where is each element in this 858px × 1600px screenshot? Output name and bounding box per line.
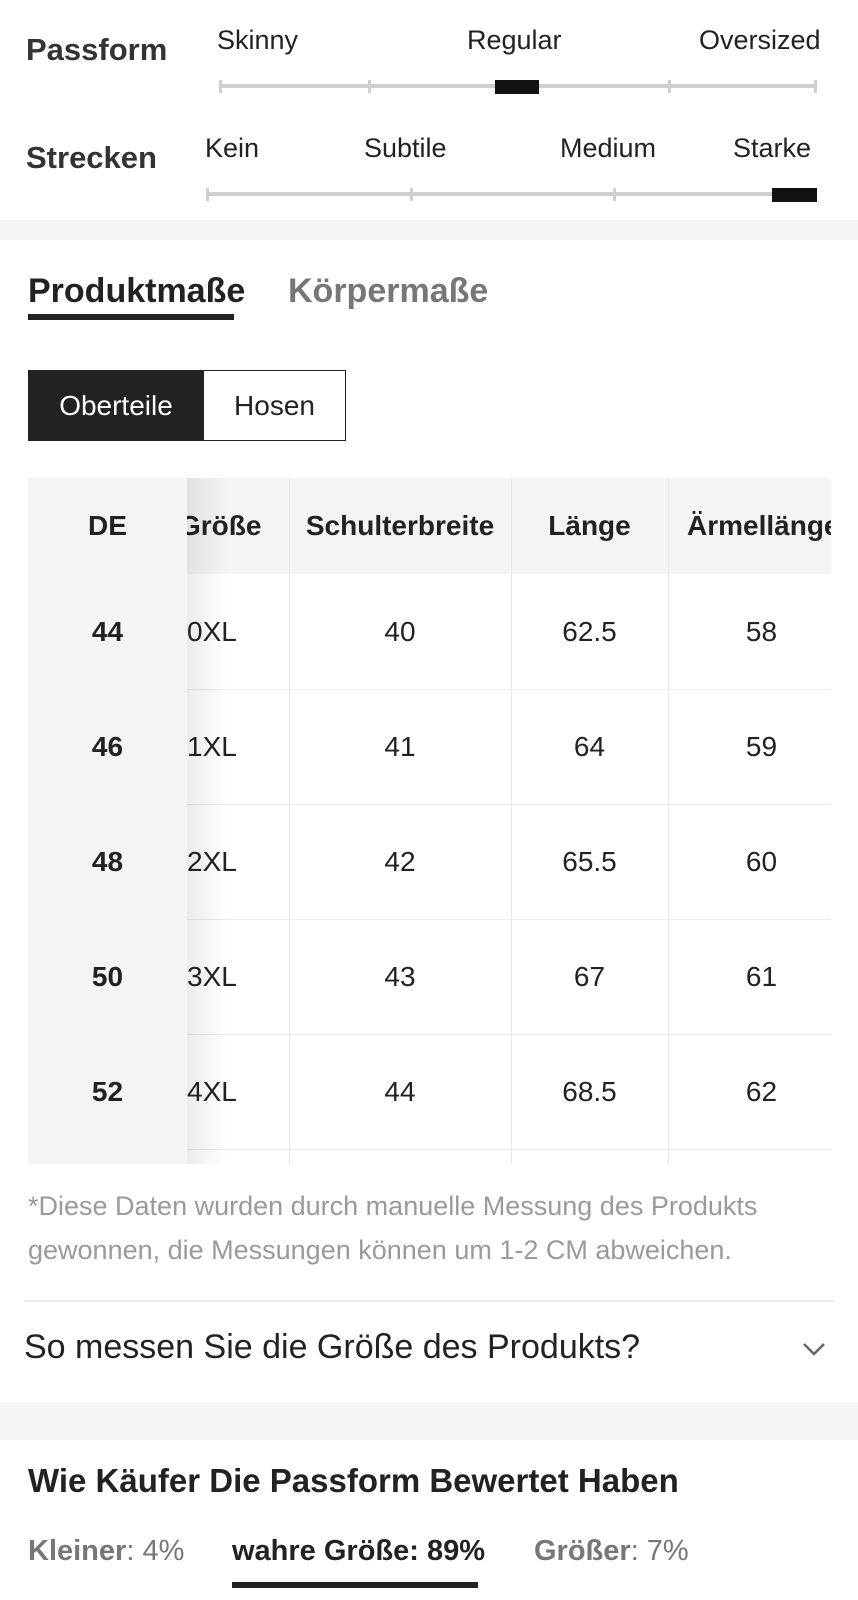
table-cell-shoulder: 42: [384, 845, 416, 877]
table-cell-size: 3XL: [153, 919, 289, 1034]
table-cell-shoulder: 44: [384, 1075, 416, 1107]
divider: [24, 1300, 834, 1302]
table-cell-size: 2XL: [153, 804, 289, 919]
rating-larger[interactable]: Größer: 7%: [534, 1535, 689, 1568]
table-cell-shoulder: 40: [384, 615, 416, 647]
stretch-tick: [613, 188, 616, 201]
tab-product-measurements[interactable]: Produktmaße: [28, 272, 246, 310]
sticky-column-shadow: [187, 478, 227, 1164]
fit-slider: Passform Skinny Regular Oversized: [0, 0, 858, 110]
rating-larger-value: : 7%: [630, 1535, 689, 1567]
table-cell-de: 50: [91, 960, 124, 992]
table-cell-sleeve: 61: [745, 960, 778, 992]
stretch-option-starke[interactable]: Starke: [733, 133, 812, 163]
fit-tick: [668, 80, 671, 93]
rating-smaller-label: Kleiner: [28, 1535, 127, 1567]
table-cell-de: 46: [91, 730, 124, 762]
segment-tops-button[interactable]: Oberteile: [28, 370, 204, 441]
fit-option-oversized[interactable]: Oversized: [699, 25, 821, 55]
grid-line: [187, 919, 831, 920]
table-cell-de: 48: [91, 845, 124, 877]
table-cell-length: 64: [573, 730, 606, 762]
how-to-measure-toggle[interactable]: So messen Sie die Größe des Produkts?: [24, 1328, 641, 1366]
grid-line: [28, 1149, 831, 1150]
tab-active-underline: [28, 314, 234, 320]
table-cell-length: 67: [573, 960, 606, 992]
header-de: DE: [88, 510, 127, 541]
stretch-option-subtile[interactable]: Subtile: [364, 133, 447, 163]
stretch-marker: [772, 188, 817, 202]
grid-line: [289, 478, 290, 1164]
table-cell-size: 1XL: [153, 689, 289, 804]
stretch-option-medium[interactable]: Medium: [560, 133, 657, 163]
segment-pants-button[interactable]: Hosen: [204, 370, 346, 441]
section-separator: [0, 220, 858, 240]
table-cell-sleeve: 60: [745, 845, 778, 877]
stretch-tick: [410, 188, 413, 201]
stretch-slider: Strecken Kein Subtile Medium Starke: [0, 110, 858, 220]
chevron-down-icon[interactable]: [800, 1335, 828, 1363]
rating-smaller-value: : 4%: [126, 1535, 185, 1567]
header-sleeve-length: Ärmellänge: [668, 478, 831, 574]
rating-active-underline: [232, 1582, 478, 1588]
header-shoulder-width: Schulterbreite: [289, 478, 511, 574]
fit-option-skinny[interactable]: Skinny: [217, 25, 299, 55]
fit-tick: [368, 80, 371, 93]
table-cell-de: 44: [91, 615, 124, 647]
table-cell-length: 65.5: [562, 845, 617, 877]
table-cell-sleeve: 59: [745, 730, 778, 762]
rating-true-size-label: wahre Größe: [232, 1535, 410, 1567]
header-length: Länge: [511, 478, 668, 574]
size-table[interactable]: Größe Schulterbreite Länge Ärmellänge 0X…: [28, 478, 831, 1164]
table-cell-sleeve: 62: [745, 1075, 778, 1107]
rating-true-size[interactable]: wahre Größe: 89%: [232, 1535, 485, 1568]
table-cell-size: 0XL: [153, 574, 289, 689]
table-cell-length: 62.5: [562, 615, 617, 647]
rating-true-size-value: : 89%: [409, 1535, 486, 1567]
table-cell-sleeve: 58: [745, 615, 778, 647]
table-cell-size: 4XL: [153, 1034, 289, 1149]
grid-line: [511, 478, 512, 1164]
sticky-de-column: [28, 478, 187, 1164]
grid-line: [668, 478, 669, 1164]
table-cell-shoulder: 41: [384, 730, 416, 762]
stretch-track: [206, 192, 816, 196]
table-cell-de: 52: [91, 1075, 124, 1107]
fit-option-regular[interactable]: Regular: [467, 25, 562, 55]
rating-smaller[interactable]: Kleiner: 4%: [28, 1535, 184, 1568]
grid-line: [187, 804, 831, 805]
stretch-label: Strecken: [26, 140, 157, 175]
grid-line: [187, 1034, 831, 1035]
fit-label: Passform: [26, 32, 168, 67]
buyer-fit-title: Wie Käufer Die Passform Bewertet Haben: [28, 1462, 679, 1499]
grid-line: [187, 689, 831, 690]
table-cell-shoulder: 43: [384, 960, 416, 992]
tab-body-measurements[interactable]: Körpermaße: [288, 272, 489, 310]
fit-tick: [814, 80, 817, 93]
measurement-note: *Diese Daten wurden durch manuelle Messu…: [28, 1191, 758, 1265]
section-separator: [0, 1402, 858, 1440]
stretch-option-kein[interactable]: Kein: [205, 133, 260, 163]
fit-tick: [219, 80, 222, 93]
rating-larger-label: Größer: [534, 1535, 631, 1567]
table-cell-length: 68.5: [562, 1075, 617, 1107]
stretch-tick: [206, 188, 209, 201]
fit-marker: [495, 80, 539, 94]
